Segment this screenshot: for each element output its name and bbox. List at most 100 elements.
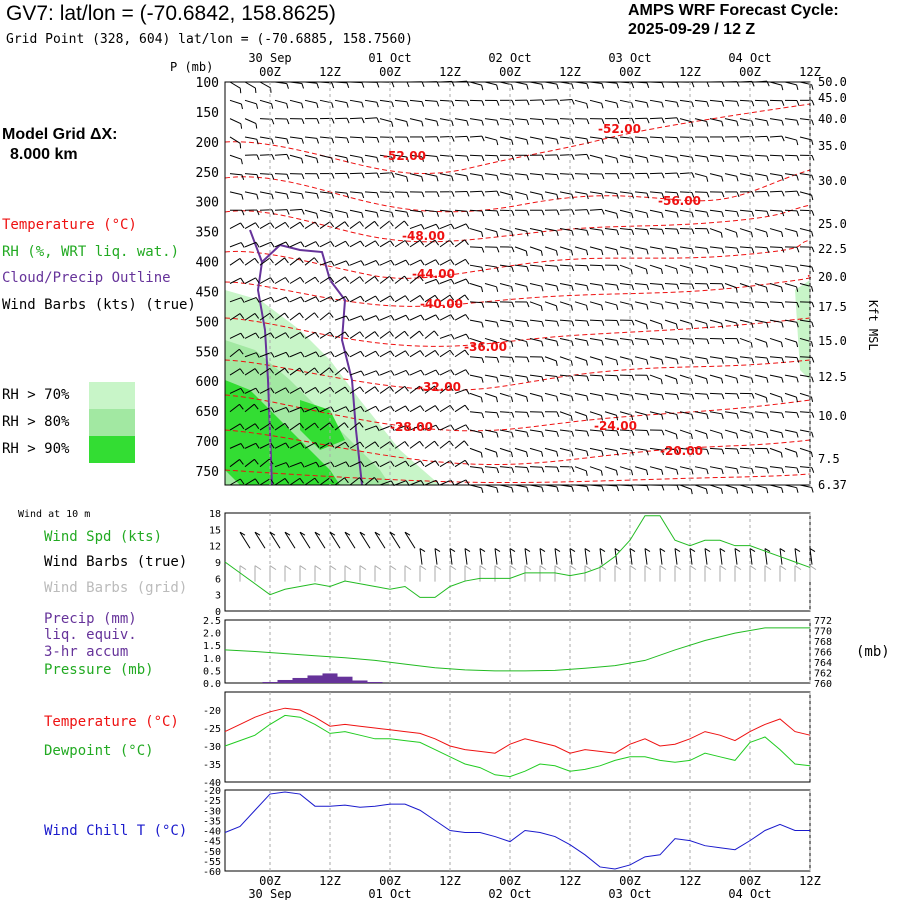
wind-barb [244, 191, 257, 195]
wind-barb [409, 99, 422, 103]
wind-barb [469, 466, 482, 469]
wind-barb [795, 341, 799, 348]
wind-barb [300, 406, 305, 413]
wind-barb [529, 319, 542, 323]
wind-barb [405, 460, 410, 467]
wind-barb [811, 231, 814, 237]
wind-barb [346, 102, 349, 108]
wind-barb [766, 432, 769, 439]
wind-barb [289, 332, 301, 339]
wind-barb [691, 303, 694, 310]
wind-barb [541, 396, 544, 402]
wind-barb [754, 264, 767, 268]
wind-barb [439, 294, 451, 303]
wind-barb [244, 368, 256, 376]
top-date-label: 30 Sep [248, 51, 291, 65]
wind-barb [289, 422, 301, 431]
grid-wind-barb [449, 565, 457, 571]
legend-dewpoint: Dewpoint (°C) [44, 743, 154, 759]
wind-barb [514, 392, 527, 398]
wind-barb [634, 99, 647, 104]
wind-barb [274, 367, 286, 376]
wind-barb [375, 425, 380, 432]
wind-barb [721, 283, 725, 289]
wind-barb [424, 209, 437, 213]
wind-barb [769, 301, 783, 304]
wind-barb [349, 209, 362, 214]
wind-barb [259, 296, 272, 303]
wind-barb [434, 239, 440, 246]
wind-barb [449, 440, 454, 447]
wind-barb [406, 156, 409, 163]
wind-barb [709, 447, 723, 450]
wind-barb [709, 411, 722, 415]
wind-barb [469, 118, 482, 122]
wind-barb [559, 411, 572, 417]
wind-barb [784, 411, 797, 414]
wind-barb [736, 136, 740, 142]
wind-barb [496, 322, 499, 328]
wind-barb [373, 477, 379, 483]
wind-barb [676, 172, 680, 179]
wind-barb [631, 375, 635, 381]
wind-barb [616, 102, 619, 109]
wind-barb [244, 277, 256, 284]
wind-barb [634, 228, 647, 231]
wind-barb [526, 301, 530, 308]
wind-barb [690, 489, 693, 495]
wind-barb [253, 403, 259, 410]
top-hour-label: 12Z [319, 65, 341, 79]
wind-barb [676, 449, 680, 455]
wind-barb [724, 374, 737, 379]
wind-barb [781, 432, 784, 438]
height-tick: 45.0 [818, 91, 847, 105]
wind-barb [765, 397, 768, 403]
wind-barb [664, 117, 678, 120]
wind-barb [526, 376, 529, 383]
bottom-hour-label: 00Z [379, 874, 401, 888]
wind-barb [379, 405, 391, 413]
wind-barb [766, 357, 770, 364]
wind-barb [469, 319, 482, 323]
wind-barb [781, 155, 785, 162]
wind-barb [419, 295, 425, 301]
wind-barb [780, 286, 784, 293]
wind-barb [434, 385, 439, 392]
wind-ytick: 18 [209, 509, 221, 520]
wind-barb [379, 118, 392, 123]
wind-barb [514, 118, 527, 121]
wind-barb [346, 137, 350, 144]
wind-barb [649, 117, 663, 120]
wind-barb [631, 118, 635, 124]
temperature-contour [224, 359, 811, 391]
wind-barb [359, 386, 365, 393]
wind-barb [781, 247, 785, 253]
wind-barb [299, 531, 306, 536]
wind-barb [766, 100, 770, 107]
wind-barb [574, 356, 587, 361]
wind-barb [616, 395, 619, 401]
wind-barb [319, 260, 332, 266]
bottom-hour-label: 12Z [679, 874, 701, 888]
wind-barb [481, 135, 485, 142]
wind-barb [765, 231, 769, 238]
wind-barb [585, 470, 588, 476]
wind-barb [364, 220, 375, 229]
pressure-ytick: 764 [814, 658, 832, 669]
wind-barb [481, 191, 485, 197]
wind-barb [709, 154, 722, 158]
wind-barb [404, 295, 410, 301]
wind-barb [661, 414, 664, 420]
wind-barb [316, 83, 320, 89]
pressure-tick: 300 [196, 196, 219, 211]
wind-barb [724, 429, 737, 434]
wind-barb [646, 450, 649, 456]
temperature-contour-label: -32.00 [418, 380, 461, 394]
wind-barb [420, 224, 425, 230]
wind-barb [511, 155, 515, 161]
wind-barb [349, 441, 361, 449]
wind-barb [466, 211, 470, 217]
wind-barb [454, 223, 467, 230]
wind-barb [794, 548, 798, 565]
wind-barb [359, 531, 366, 536]
